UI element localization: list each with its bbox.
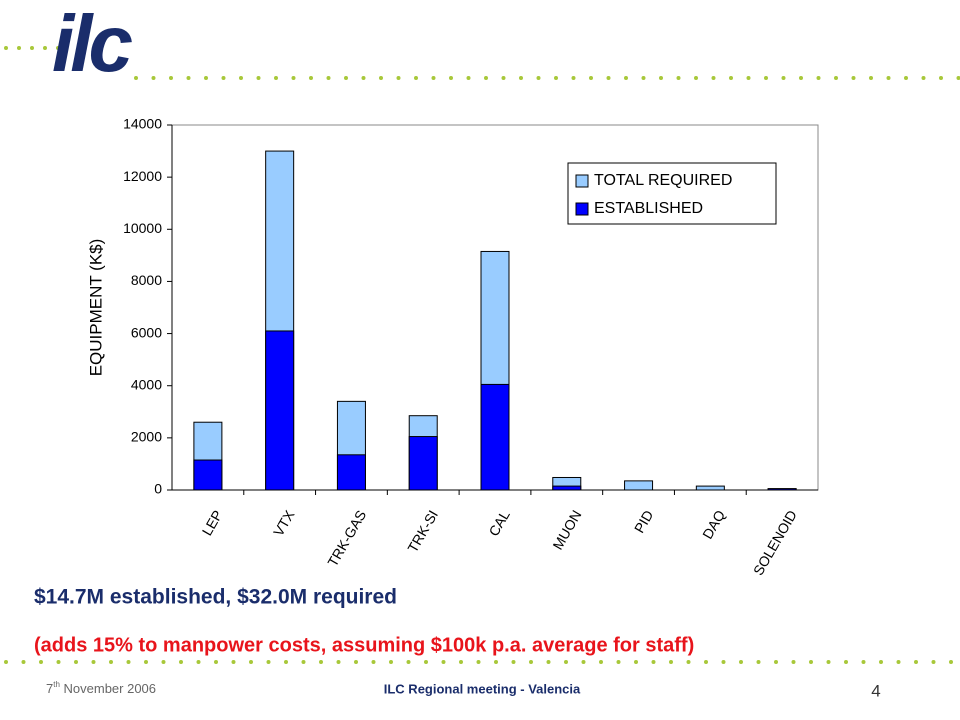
y-tick-label: 12000 [123, 168, 162, 184]
legend-swatch [575, 202, 589, 216]
note: (adds 15% to manpower costs, assuming $1… [34, 634, 694, 656]
bar [480, 383, 510, 491]
y-tick-label: 2000 [131, 429, 162, 445]
chart: 0 2000 4000 6000 8000 10000 12000 14000 EQUIPMEN… [86, 116, 819, 578]
y-tick-label: 14000 [123, 116, 162, 132]
date-suffix: th [53, 680, 60, 689]
logo: ilc [52, 0, 132, 88]
footer-meeting: ILC Regional meeting - Valencia [384, 681, 581, 696]
y-axis-label: EQUIPMENT (K$) [86, 239, 105, 377]
y-tick-label: 0 [154, 481, 162, 497]
bar [767, 488, 797, 491]
legend-label: TOTAL REQUIRED [594, 172, 732, 189]
legend-box [567, 162, 777, 225]
bar [624, 480, 654, 491]
y-tick-label: 4000 [131, 376, 162, 392]
footer-date: 7th November 2006 [46, 680, 156, 696]
y-tick-label: 10000 [123, 220, 162, 236]
bar [552, 485, 582, 491]
y-tick-label: 6000 [131, 324, 162, 340]
legend-swatch [575, 174, 589, 188]
bar [336, 454, 366, 491]
headline: $14.7M established, $32.0M required [34, 586, 397, 609]
bar [695, 485, 725, 491]
date-day: 7 [46, 681, 53, 696]
bar [193, 459, 223, 491]
bar [408, 436, 438, 491]
page-number: 4 [871, 681, 880, 700]
legend-label: ESTABLISHED [594, 200, 703, 217]
y-tick-label: 8000 [131, 272, 162, 288]
bar [265, 330, 295, 491]
date-rest: November 2006 [60, 681, 156, 696]
